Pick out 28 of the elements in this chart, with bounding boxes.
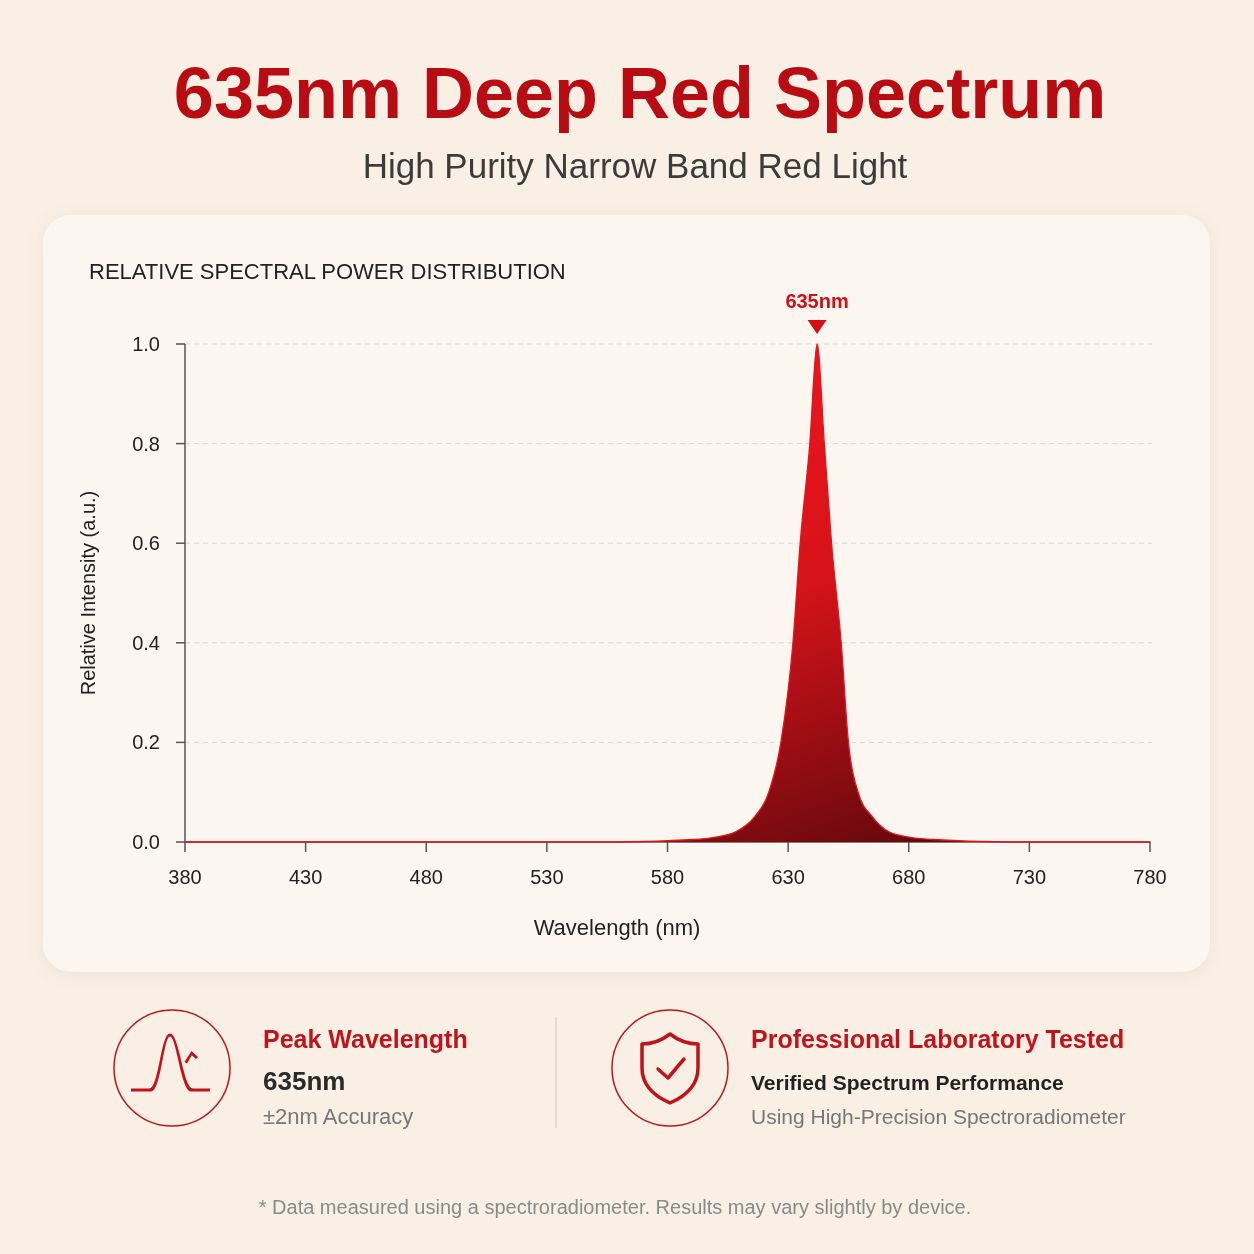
x-tick-label: 530 (530, 866, 564, 888)
y-axis-title: Relative Intensity (a.u.) (77, 490, 99, 696)
x-tick-label: 380 (168, 866, 202, 888)
y-tick-label: 0.8 (132, 432, 160, 455)
chart-title: 635nm Deep Red Spectrum (173, 53, 1107, 133)
text: ±2nm Accuracy (263, 1104, 414, 1129)
text: Peak Wavelength (263, 1025, 468, 1053)
x-tick-label: 430 (288, 866, 323, 888)
x-tick-label: 630 (771, 866, 805, 888)
y-tick-label: 0.0 (132, 831, 160, 853)
x-axis-title: Wavelength (nm) (533, 915, 701, 940)
annotation: 635nm (785, 290, 849, 312)
chart-subtitle: High Purity Narrow Band Red Light (362, 146, 908, 185)
x-tick-label: 580 (650, 866, 685, 888)
x-tick-label: 480 (409, 866, 443, 888)
text: * Data measured using a spectroradiometer. Results may vary slightly by device. (258, 1196, 972, 1218)
y-tick-label: 1.0 (132, 333, 160, 355)
y-tick-label: 0.4 (132, 631, 160, 654)
x-tick-label: 680 (892, 866, 926, 888)
x-tick-label: 780 (1133, 866, 1167, 888)
y-tick-label: 0.6 (132, 532, 160, 555)
y-tick-label: 0.2 (132, 731, 160, 754)
text: Professional Laboratory Tested (751, 1025, 1125, 1053)
text: 635nm (263, 1066, 346, 1096)
text: Verified Spectrum Performance (751, 1071, 1064, 1094)
x-tick-label: 730 (1012, 866, 1047, 888)
text: Using High-Precision Spectroradiometer (751, 1105, 1126, 1128)
text: RELATIVE SPECTRAL POWER DISTRIBUTION (89, 259, 566, 284)
